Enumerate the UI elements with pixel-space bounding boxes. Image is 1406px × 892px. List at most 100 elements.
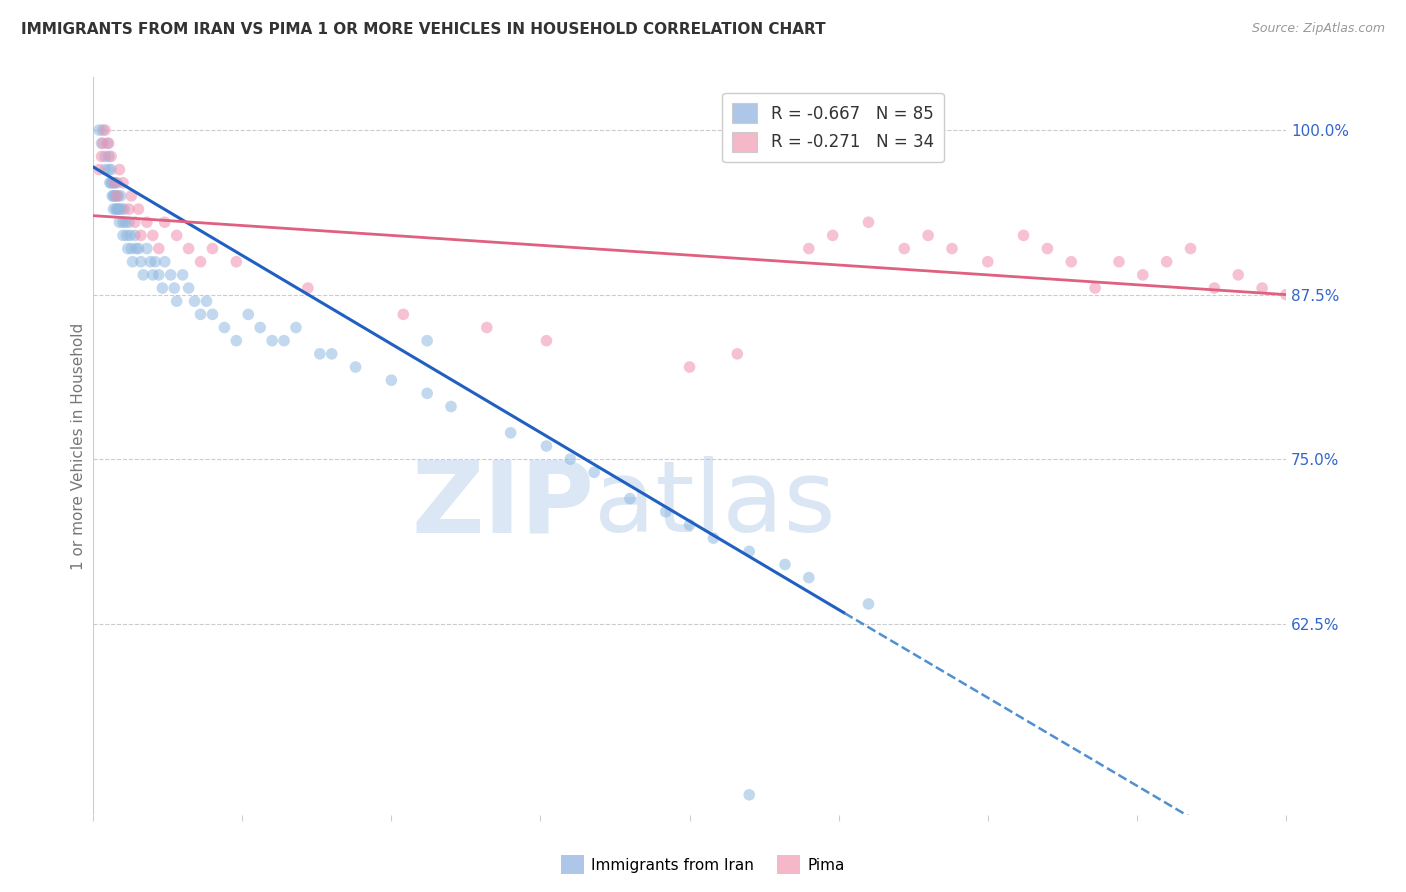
Point (148, 268, 170, 282)
Point (153, 254, 176, 268)
Point (619, 491, 641, 506)
Point (225, 254, 247, 268)
Point (738, 788, 761, 802)
Point (190, 254, 212, 268)
Point (105, 176, 128, 190)
Point (380, 373, 402, 387)
Point (190, 307, 212, 321)
Point (104, 189, 127, 203)
Point (115, 228, 138, 243)
Point (110, 189, 132, 203)
Point (1275, 287, 1298, 301)
Point (104, 176, 127, 190)
Point (1108, 254, 1130, 268)
Point (107, 189, 129, 203)
Point (195, 294, 218, 309)
Point (560, 452, 582, 467)
Point (308, 347, 330, 361)
Point (128, 202, 150, 216)
Y-axis label: 1 or more Vehicles in Household: 1 or more Vehicles in Household (72, 322, 86, 570)
Point (111, 176, 134, 190)
Point (120, 228, 142, 243)
Point (344, 359, 367, 374)
Point (104, 189, 127, 203)
Point (120, 242, 142, 256)
Point (98, 176, 121, 190)
Point (142, 228, 165, 243)
Point (416, 334, 439, 348)
Point (101, 189, 124, 203)
Point (125, 242, 148, 256)
Point (94, 162, 117, 177)
Point (104, 176, 127, 190)
Point (583, 466, 606, 480)
Point (150, 281, 173, 295)
Point (143, 254, 166, 268)
Point (108, 215, 131, 229)
Point (321, 347, 343, 361)
Point (120, 189, 142, 203)
Point (858, 215, 880, 229)
Point (100, 162, 122, 177)
Point (139, 254, 162, 268)
Point (132, 268, 155, 282)
Point (1060, 254, 1083, 268)
Point (201, 242, 224, 256)
Point (89, 162, 111, 177)
Point (654, 505, 676, 519)
Point (893, 242, 915, 256)
Point (702, 531, 724, 545)
Point (91, 136, 114, 151)
Point (108, 202, 131, 216)
Point (284, 320, 307, 334)
Point (1156, 254, 1178, 268)
Text: atlas: atlas (595, 457, 835, 553)
Point (129, 254, 152, 268)
Point (128, 242, 150, 256)
Point (153, 215, 176, 229)
Point (166, 294, 188, 309)
Point (1012, 228, 1035, 243)
Point (183, 294, 205, 309)
Point (100, 149, 122, 163)
Point (177, 281, 200, 295)
Point (94, 123, 117, 137)
Point (273, 334, 295, 348)
Point (536, 334, 558, 348)
Text: IMMIGRANTS FROM IRAN VS PIMA 1 OR MORE VEHICLES IN HOUSEHOLD CORRELATION CHART: IMMIGRANTS FROM IRAN VS PIMA 1 OR MORE V… (21, 22, 825, 37)
Point (103, 189, 125, 203)
Point (97, 149, 120, 163)
Point (1084, 281, 1107, 295)
Point (117, 242, 139, 256)
Point (201, 307, 224, 321)
Point (112, 202, 135, 216)
Point (1132, 268, 1154, 282)
Point (214, 320, 236, 334)
Point (475, 320, 498, 334)
Point (101, 176, 124, 190)
Point (111, 228, 134, 243)
Point (678, 359, 700, 374)
Point (858, 597, 880, 611)
Point (177, 242, 200, 256)
Point (440, 400, 463, 414)
Point (821, 228, 844, 243)
Point (797, 571, 820, 585)
Point (135, 242, 157, 256)
Point (89, 123, 111, 137)
Point (166, 228, 188, 243)
Point (1180, 242, 1202, 256)
Point (797, 242, 820, 256)
Point (103, 202, 125, 216)
Point (392, 307, 415, 321)
Point (159, 268, 181, 282)
Point (148, 242, 170, 256)
Point (111, 202, 134, 216)
Point (129, 228, 152, 243)
Text: Source: ZipAtlas.com: Source: ZipAtlas.com (1251, 22, 1385, 36)
Point (172, 268, 194, 282)
Legend: R = -0.667   N = 85, R = -0.271   N = 34: R = -0.667 N = 85, R = -0.271 N = 34 (723, 93, 943, 162)
Point (96, 136, 118, 151)
Point (104, 202, 127, 216)
Point (416, 386, 439, 401)
